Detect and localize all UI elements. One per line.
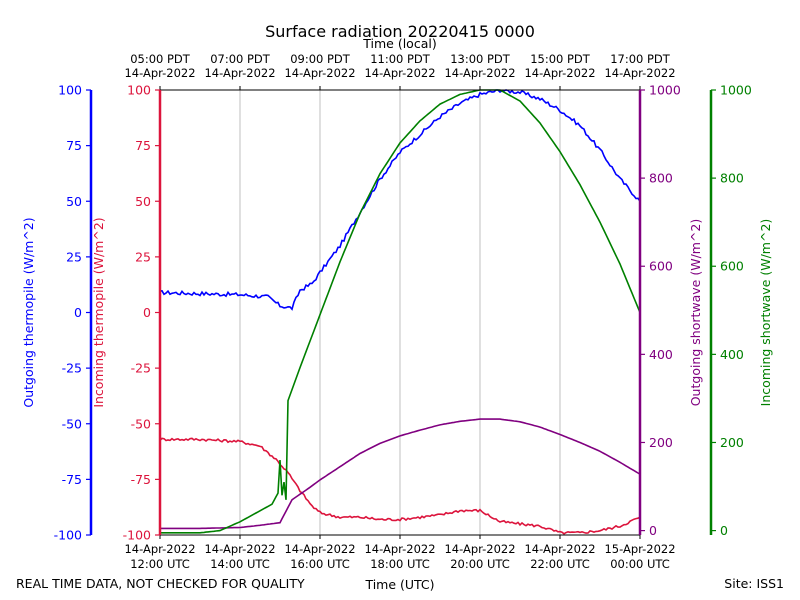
y-tick-label-outgoing-thermopile: -50 [62, 416, 82, 431]
x-tick-label-utc-time: 20:00 UTC [450, 557, 510, 571]
x-tick-label-utc-date: 14-Apr-2022 [284, 542, 355, 556]
y-tick-label-incoming-shortwave: 800 [720, 171, 744, 186]
x-tick-label-local-time: 07:00 PDT [210, 52, 271, 66]
y-tick-label-outgoing-shortwave: 600 [649, 259, 673, 274]
y-tick-label-incoming-thermopile: -50 [131, 416, 151, 431]
y-tick-label-outgoing-shortwave: 400 [649, 347, 673, 362]
footer-quality-note: REAL TIME DATA, NOT CHECKED FOR QUALITY [16, 576, 305, 591]
y-tick-label-outgoing-thermopile: -100 [54, 528, 82, 543]
x-tick-label-utc-time: 16:00 UTC [290, 557, 350, 571]
x-tick-label-local-date: 14-Apr-2022 [604, 66, 675, 80]
x-tick-label-local-time: 09:00 PDT [290, 52, 351, 66]
y-tick-label-outgoing-thermopile: -75 [62, 472, 82, 487]
y-tick-label-incoming-thermopile: -75 [131, 472, 151, 487]
y-axis-label-outgoing-shortwave: Outgoing shortwave (W/m^2) [688, 219, 703, 407]
y-tick-label-incoming-shortwave: 200 [720, 435, 744, 450]
y-axis-label-incoming-thermopile: Incoming thermopile (W/m^2) [91, 217, 106, 407]
x-tick-label-local-time: 11:00 PDT [370, 52, 431, 66]
x-tick-label-utc-time: 00:00 UTC [610, 557, 670, 571]
y-tick-label-outgoing-thermopile: -25 [62, 361, 82, 376]
y-axis-label-incoming-shortwave: Incoming shortwave (W/m^2) [758, 219, 773, 407]
y-tick-label-incoming-shortwave: 600 [720, 259, 744, 274]
x-tick-label-utc-time: 22:00 UTC [530, 557, 590, 571]
x-tick-label-utc-time: 12:00 UTC [130, 557, 190, 571]
series-layer [159, 89, 641, 535]
x-tick-label-local-date: 14-Apr-2022 [124, 66, 195, 80]
x-tick-label-local-time: 13:00 PDT [450, 52, 511, 66]
y-tick-label-incoming-thermopile: 0 [143, 305, 151, 320]
x-tick-label-utc-date: 14-Apr-2022 [524, 542, 595, 556]
x-tick-label-local-date: 14-Apr-2022 [444, 66, 515, 80]
series-line-incoming-shortwave [160, 89, 641, 534]
x-tick-label-utc-date: 15-Apr-2022 [604, 542, 675, 556]
y-tick-label-incoming-shortwave: 1000 [720, 83, 752, 98]
top-axis-label: Time (local) [362, 36, 436, 51]
x-tick-label-utc-date: 14-Apr-2022 [364, 542, 435, 556]
y-tick-label-incoming-thermopile: -100 [123, 528, 151, 543]
y-tick-label-outgoing-thermopile: 75 [66, 138, 82, 153]
series-line-outgoing-shortwave [160, 418, 641, 530]
series-line-outgoing-thermopile [159, 89, 641, 311]
x-tick-label-utc-time: 18:00 UTC [370, 557, 430, 571]
y-axis-label-outgoing-thermopile: Outgoing thermopile (W/m^2) [21, 217, 36, 407]
series-line-incoming-thermopile [159, 437, 641, 535]
x-tick-label-local-date: 14-Apr-2022 [204, 66, 275, 80]
x-tick-label-local-time: 17:00 PDT [610, 52, 671, 66]
x-tick-label-local-date: 14-Apr-2022 [524, 66, 595, 80]
y-tick-label-incoming-thermopile: 75 [135, 138, 151, 153]
y-tick-label-outgoing-shortwave: 200 [649, 435, 673, 450]
x-tick-label-local-time: 05:00 PDT [130, 52, 191, 66]
y-tick-label-incoming-thermopile: 100 [127, 83, 151, 98]
y-tick-label-outgoing-thermopile: 50 [66, 194, 82, 209]
grid-layer [239, 90, 561, 535]
y-tick-label-incoming-thermopile: -25 [131, 361, 151, 376]
y-tick-label-incoming-thermopile: 50 [135, 194, 151, 209]
chart-title: Surface radiation 20220415 0000 [265, 22, 535, 41]
x-tick-label-utc-date: 14-Apr-2022 [124, 542, 195, 556]
y-tick-label-incoming-shortwave: 400 [720, 347, 744, 362]
y-tick-label-outgoing-thermopile: 0 [74, 305, 82, 320]
y-tick-label-outgoing-thermopile: 25 [66, 249, 82, 264]
y-tick-label-incoming-thermopile: 25 [135, 249, 151, 264]
x-tick-label-local-date: 14-Apr-2022 [364, 66, 435, 80]
y-tick-label-outgoing-thermopile: 100 [58, 83, 82, 98]
y-tick-label-outgoing-shortwave: 0 [649, 523, 657, 538]
bottom-axis-label: Time (UTC) [364, 577, 434, 592]
footer-site: Site: ISS1 [724, 576, 784, 591]
y-tick-label-outgoing-shortwave: 800 [649, 171, 673, 186]
x-tick-label-local-date: 14-Apr-2022 [284, 66, 355, 80]
x-tick-label-utc-time: 14:00 UTC [210, 557, 270, 571]
x-tick-label-utc-date: 14-Apr-2022 [204, 542, 275, 556]
x-tick-label-local-time: 15:00 PDT [530, 52, 591, 66]
y-tick-label-outgoing-shortwave: 1000 [649, 83, 681, 98]
x-tick-label-utc-date: 14-Apr-2022 [444, 542, 515, 556]
y-tick-label-incoming-shortwave: 0 [720, 523, 728, 538]
